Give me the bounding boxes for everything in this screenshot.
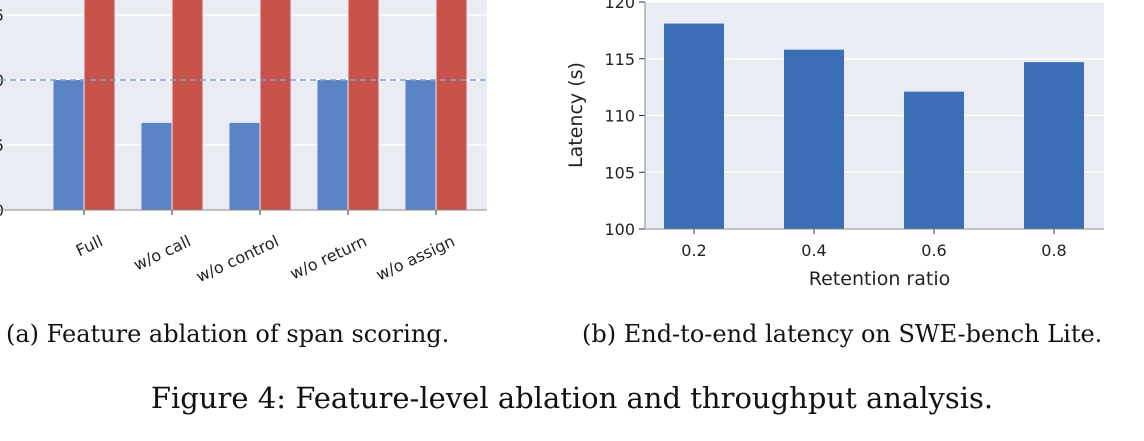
y-tick-label: 55: [0, 136, 4, 155]
x-tick-label: Full: [73, 231, 106, 260]
bar: [84, 0, 115, 210]
bar: [1024, 62, 1084, 229]
bar: [664, 23, 724, 229]
chart-b-latency: 100 105 110 115 120 0.2 0.4 0.6 0.8 Retention rat…: [565, 0, 1104, 290]
bar: [229, 122, 260, 210]
x-axis-title: Retention ratio: [809, 268, 950, 290]
y-tick-label: 115: [604, 50, 635, 69]
bar: [260, 0, 291, 210]
bar: [436, 0, 467, 210]
bar: [784, 49, 844, 229]
y-tick-label: 65: [0, 6, 4, 25]
x-tick-label: w/o assign: [373, 231, 458, 284]
x-tick-label: w/o control: [193, 231, 282, 286]
x-tick-label: 0.8: [1041, 241, 1066, 260]
x-tick-label: 0.4: [801, 241, 826, 260]
y-tick-label: 105: [604, 163, 635, 182]
caption-a: (a) Feature ablation of span scoring.: [6, 320, 450, 348]
bar: [53, 80, 84, 210]
bar: [904, 91, 964, 229]
y-tick-label: 100: [604, 220, 635, 239]
x-tick-label: 0.6: [921, 241, 946, 260]
bar: [172, 0, 203, 211]
figure-caption: Figure 4: Feature-level ablation and thr…: [150, 381, 994, 415]
bar: [348, 0, 379, 211]
bar: [317, 80, 348, 210]
bar: [405, 80, 436, 210]
bar: [141, 122, 172, 210]
y-tick-label: 120: [604, 0, 635, 12]
x-tick-label: w/o return: [287, 231, 370, 283]
caption-b: (b) End-to-end latency on SWE-bench Lite…: [582, 320, 1103, 348]
x-tick-label: w/o call: [131, 231, 194, 274]
y-axis-title: Latency (s): [565, 62, 587, 168]
y-tick-label: 110: [604, 107, 635, 126]
x-tick-label: 0.2: [681, 241, 706, 260]
